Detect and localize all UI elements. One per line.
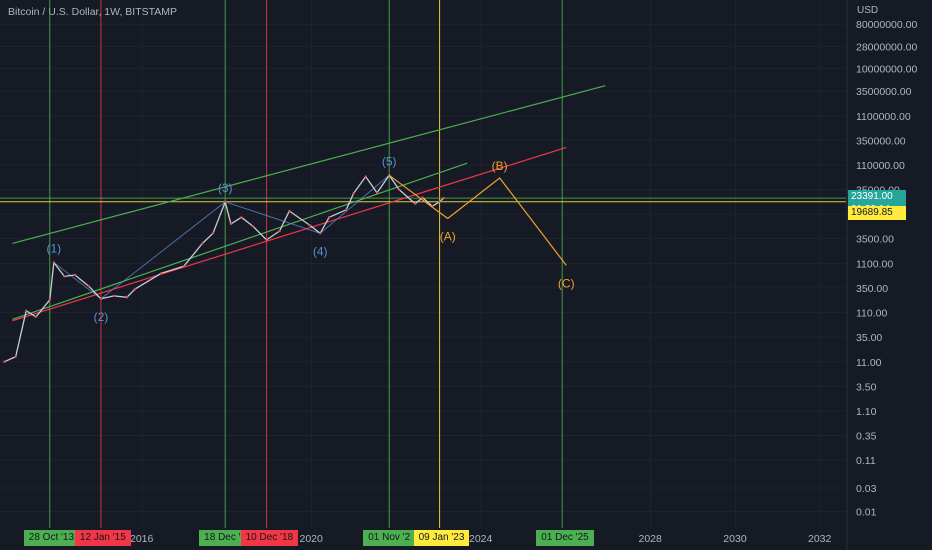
y-tick-label: 80000000.00 bbox=[856, 19, 917, 31]
wave-label: (3) bbox=[218, 181, 233, 195]
price-point bbox=[87, 284, 90, 288]
y-tick-label: 11.00 bbox=[856, 357, 882, 369]
wave-connector bbox=[225, 201, 321, 234]
price-point bbox=[442, 196, 445, 200]
price-point bbox=[319, 232, 322, 235]
price-point bbox=[211, 232, 215, 235]
price-point bbox=[364, 175, 367, 178]
price-point bbox=[265, 238, 268, 242]
y-tick-label: 1100000.00 bbox=[856, 111, 911, 123]
wave-label: (4) bbox=[313, 244, 328, 258]
price-point bbox=[397, 188, 401, 191]
x-tick-label: 2032 bbox=[808, 533, 832, 545]
price-point bbox=[63, 275, 66, 278]
date-marker-badge[interactable]: 28 Oct '13 bbox=[23, 530, 80, 546]
price-series-line[interactable] bbox=[4, 174, 445, 363]
wave-label: (2) bbox=[94, 310, 109, 324]
correction-wave-label: (A) bbox=[440, 229, 456, 243]
wave-label: (1) bbox=[46, 241, 61, 255]
price-point bbox=[52, 261, 56, 264]
y-tick-label: 0.03 bbox=[856, 483, 877, 495]
price-point bbox=[133, 287, 137, 291]
trendline-lower-support[interactable] bbox=[12, 146, 567, 322]
x-tick-label: 2030 bbox=[723, 533, 747, 545]
price-point bbox=[251, 224, 254, 228]
wave-connector bbox=[319, 174, 390, 234]
price-point bbox=[352, 192, 355, 195]
wave-connector bbox=[53, 262, 102, 300]
price-point bbox=[240, 216, 243, 219]
price-point bbox=[125, 296, 129, 299]
price-point bbox=[414, 202, 417, 205]
date-marker-badge[interactable]: 01 Dec '25 bbox=[536, 530, 594, 546]
y-tick-label: 3500000.00 bbox=[856, 86, 912, 98]
price-point bbox=[14, 355, 17, 358]
wave-label: (5) bbox=[382, 154, 397, 168]
price-point bbox=[438, 200, 441, 203]
price-point bbox=[288, 209, 291, 213]
y-tick-label: 3500.00 bbox=[856, 234, 894, 246]
price-point bbox=[3, 360, 6, 363]
y-tick-label: 110.00 bbox=[856, 308, 887, 320]
x-tick-label: 2028 bbox=[638, 533, 662, 545]
date-marker-badge[interactable]: 18 Dec ' bbox=[199, 530, 246, 546]
price-point bbox=[327, 216, 331, 219]
price-point bbox=[308, 223, 311, 227]
y-tick-label: 0.01 bbox=[856, 506, 877, 518]
x-tick-label: 2016 bbox=[130, 533, 154, 545]
date-marker-badge[interactable]: 10 Dec '18 bbox=[240, 530, 299, 546]
price-point bbox=[229, 222, 233, 226]
y-tick-label: 28000000.00 bbox=[856, 42, 917, 54]
price-point bbox=[344, 208, 348, 212]
trendline-upper-channel[interactable] bbox=[12, 85, 606, 245]
y-tick-label: 350000.00 bbox=[856, 135, 906, 147]
correction-wave-label: (B) bbox=[492, 159, 508, 173]
projected-correction-path[interactable] bbox=[388, 174, 567, 266]
price-point bbox=[159, 272, 163, 275]
date-marker-badge[interactable]: 01 Nov '2 bbox=[363, 530, 416, 546]
y-tick-label: 1.10 bbox=[856, 406, 877, 418]
price-point bbox=[73, 273, 77, 277]
price-point bbox=[375, 191, 379, 194]
y-tick-label: 35.00 bbox=[856, 332, 882, 344]
y-tick-label: 0.11 bbox=[856, 455, 876, 467]
date-marker-badge[interactable]: 12 Jan '15 bbox=[74, 530, 131, 546]
y-tick-label: 3.50 bbox=[856, 381, 877, 393]
price-point bbox=[182, 265, 185, 268]
price-point bbox=[34, 315, 38, 319]
correction-wave-label: (C) bbox=[558, 276, 575, 290]
y-tick-label: 0.35 bbox=[856, 430, 877, 442]
price-point bbox=[112, 294, 116, 298]
price-point bbox=[48, 298, 51, 302]
price-point bbox=[278, 229, 281, 233]
currency-label: USD bbox=[857, 5, 879, 16]
price-point bbox=[201, 242, 204, 245]
price-point bbox=[25, 309, 28, 312]
trendline-mid-channel[interactable] bbox=[12, 162, 468, 320]
reference-price-badge: 19689.85 bbox=[848, 205, 906, 220]
price-point bbox=[223, 200, 227, 204]
y-tick-label: 350.00 bbox=[856, 283, 888, 295]
x-tick-label: 2024 bbox=[469, 533, 493, 545]
last-price-badge: 23391.00 bbox=[848, 190, 906, 205]
y-tick-label: 110000.00 bbox=[856, 160, 905, 172]
date-marker-badge[interactable]: 09 Jan '23 bbox=[413, 530, 470, 546]
price-point bbox=[421, 196, 424, 199]
y-tick-label: 10000000.00 bbox=[856, 64, 917, 76]
price-point bbox=[99, 297, 103, 300]
y-tick-label: 1100.00 bbox=[856, 258, 893, 270]
x-tick-label: 2020 bbox=[299, 533, 323, 545]
wave-connector bbox=[100, 201, 226, 300]
